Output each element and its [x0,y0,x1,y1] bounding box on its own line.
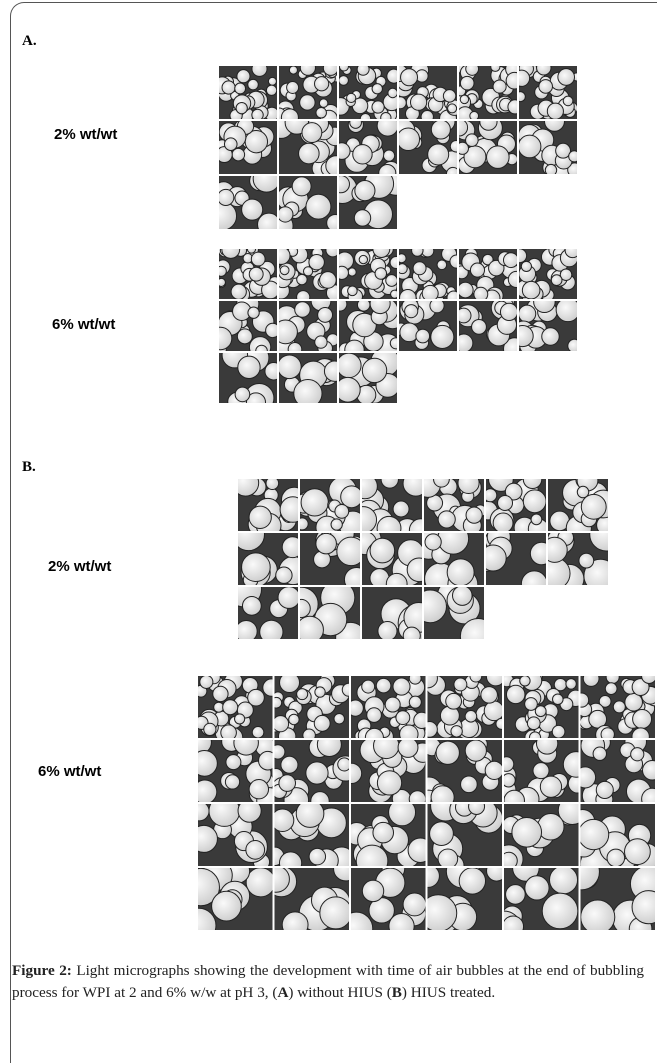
micrograph-tile [216,118,277,174]
micrograph-tile [195,671,280,747]
micrograph-tile [233,470,307,538]
caption-text: A [277,984,288,1001]
caption-label: Figure 2: [12,962,72,979]
micrograph-tile [454,60,524,123]
panel-label: B. [22,459,36,476]
micrograph-tile [451,113,518,174]
micrograph-tile [513,243,580,303]
micrograph-tile [274,291,339,356]
micrograph-tile [269,732,358,812]
micrograph-tile [269,176,344,238]
caption-text: B [392,984,402,1001]
figure-caption: Figure 2: Light micrographs showing the … [12,960,644,1004]
group-label: 2% wt/wt [54,126,117,143]
micrograph-tile [415,471,486,534]
micrograph-tile [396,244,463,306]
micrograph-tile [518,111,582,182]
micrograph-tile [350,471,432,544]
micrograph-tile [418,667,507,739]
group-label: 6% wt/wt [38,763,101,780]
caption-text: ) HIUS treated. [402,984,495,1001]
micrograph-tile [333,294,404,360]
micrograph-tile [428,791,503,877]
micrograph-tile [512,291,581,354]
micrograph-tile [345,799,432,877]
micrograph-tile [182,859,276,942]
micrograph-tile [548,470,617,540]
caption-text: ) without HIUS ( [288,984,391,1001]
micrograph-tile [475,519,553,596]
micrograph-tile [294,477,366,539]
micrograph-tile [513,61,580,120]
micrograph-tile [332,62,402,124]
micrograph-tile [278,353,345,410]
micrograph-tile [335,348,399,405]
panel-label: A. [22,33,37,50]
micrograph-tile [347,672,430,747]
micrograph-tile [187,731,282,813]
micrograph-tile [495,796,587,873]
micrograph-tile [190,796,273,870]
micrograph-tile [479,467,549,539]
micrograph-tile [414,582,496,654]
micrograph-tile [263,857,357,938]
micrograph-tile [219,342,282,412]
group-label: 6% wt/wt [52,316,115,333]
micrograph-tile [392,111,463,180]
micrograph-tile [500,669,584,745]
micrograph-tile [496,733,589,811]
micrograph-tile [208,165,280,236]
micrograph-tile [452,248,524,306]
micrograph-tile [268,673,356,746]
micrograph-tile [266,800,355,874]
page: A. 2% wt/wt 6% wt/wt B. 2% wt/wt 6% wt/w… [0,0,657,1050]
micrograph-tile [273,60,341,127]
micrograph-tile [269,111,346,178]
micrograph-tile [300,522,369,592]
group-label: 2% wt/wt [48,558,111,575]
micrograph-tile [395,298,457,351]
micrograph-tile [209,293,280,358]
micrograph-tile [335,241,402,304]
micrograph-tile [328,169,406,229]
micrograph-tile [214,61,279,122]
micrograph-tile [455,292,526,360]
micrograph-tile [417,855,507,933]
micrograph-tile [416,737,503,811]
micrograph-tile [272,243,342,304]
micrograph-tile [362,587,435,644]
micrograph-tile [341,733,432,808]
micrograph-tile [216,241,281,303]
micrograph-tile [390,61,462,127]
micrograph-tile [340,857,426,945]
micrograph-tile [574,669,657,746]
micrograph-tile [575,731,657,810]
micrograph-tile [352,525,431,594]
micrograph-tile [333,115,400,182]
